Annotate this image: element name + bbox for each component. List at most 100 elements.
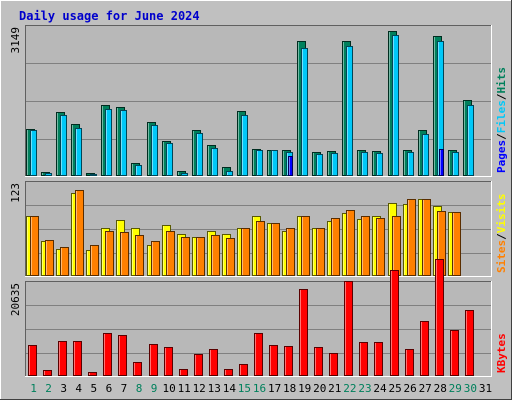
x-tick-label-day-25: 25	[388, 382, 401, 395]
bar-requests-files-day-26	[407, 152, 414, 176]
bar-kbytes-kbytes-day-10	[164, 347, 173, 376]
x-tick-label-day-2: 2	[45, 382, 52, 395]
bar-requests-files-day-27	[422, 134, 429, 176]
bar-kbytes-kbytes-day-9	[149, 344, 158, 376]
bar-visitors-sites-day-23	[361, 216, 370, 276]
bar-visitors-sites-day-12	[196, 237, 205, 276]
bar-visitors-sites-day-26	[407, 199, 416, 276]
x-tick-label-day-23: 23	[358, 382, 371, 395]
bar-requests-files-day-25	[392, 35, 399, 176]
x-tick-label-day-5: 5	[90, 382, 97, 395]
x-tick-label-day-4: 4	[75, 382, 82, 395]
bar-requests-files-day-16	[256, 150, 263, 176]
legend-entry: /	[495, 93, 508, 100]
x-tick-label-day-17: 17	[268, 382, 281, 395]
x-tick-label-day-11: 11	[178, 382, 191, 395]
bar-kbytes-kbytes-day-2	[43, 370, 52, 376]
bar-visitors-sites-day-8	[135, 235, 144, 276]
x-tick-label-day-19: 19	[298, 382, 311, 395]
bar-kbytes-kbytes-day-4	[73, 341, 82, 376]
x-tick-label-day-31: 31	[479, 382, 492, 395]
x-tick-label-day-13: 13	[208, 382, 221, 395]
bar-visitors-sites-day-6	[105, 231, 114, 276]
bar-requests-files-day-29	[452, 152, 459, 176]
bar-kbytes-kbytes-day-14	[224, 369, 233, 376]
bar-requests-files-day-20	[316, 154, 323, 176]
x-tick-label-day-7: 7	[121, 382, 128, 395]
x-tick-label-day-14: 14	[223, 382, 237, 395]
bar-requests-files-day-23	[361, 152, 368, 176]
panel-kbytes-max-label: 20635	[9, 283, 22, 316]
bar-visitors-sites-day-22	[346, 210, 355, 276]
bar-requests-files-day-9	[151, 125, 158, 176]
x-tick-label-day-21: 21	[328, 382, 341, 395]
bar-requests-files-day-21	[331, 153, 338, 176]
x-tick-label-day-9: 9	[151, 382, 158, 395]
bar-kbytes-kbytes-day-16	[254, 333, 263, 376]
x-tick-label-day-8: 8	[136, 382, 143, 395]
x-tick-label-day-18: 18	[283, 382, 296, 395]
bar-kbytes-kbytes-day-11	[179, 369, 188, 376]
bar-kbytes-kbytes-day-19	[299, 289, 308, 376]
bar-visitors-sites-day-15	[241, 228, 250, 276]
panel-requests-legend: Pages/Files/Hits	[495, 67, 508, 173]
legend-entry: Pages	[495, 140, 508, 173]
bar-requests-files-day-30	[467, 105, 474, 176]
legend-entry: Hits	[495, 67, 508, 94]
panel-visitors: 123 Sites/Visits	[9, 181, 508, 277]
chart-title: Daily usage for June 2024	[19, 9, 200, 23]
legend-entry: KBytes	[495, 333, 508, 373]
x-tick-label-day-22: 22	[343, 382, 356, 395]
legend-entry: /	[495, 233, 508, 240]
x-tick-label-day-26: 26	[403, 382, 416, 395]
bar-kbytes-kbytes-day-26	[405, 349, 414, 376]
x-tick-label-day-3: 3	[60, 382, 67, 395]
bar-requests-pages-day-28	[439, 149, 444, 176]
bar-visitors-sites-day-14	[226, 238, 235, 276]
bar-visitors-sites-day-17	[271, 223, 280, 276]
panel-requests-max-label: 3149	[9, 27, 22, 54]
bar-visitors-sites-day-1	[30, 216, 39, 276]
x-tick-label-day-12: 12	[193, 382, 206, 395]
x-tick-label-day-16: 16	[253, 382, 266, 395]
panel-visitors-max-label: 123	[9, 183, 22, 203]
bar-requests-files-day-6	[105, 109, 112, 176]
bar-kbytes-kbytes-day-12	[194, 354, 203, 376]
bar-kbytes-kbytes-day-5	[88, 372, 97, 376]
bar-kbytes-kbytes-day-17	[269, 345, 278, 376]
bar-visitors-sites-day-11	[181, 237, 190, 276]
bar-kbytes-kbytes-day-13	[209, 349, 218, 376]
bar-requests-files-day-8	[135, 165, 142, 176]
bar-visitors-sites-day-4	[75, 190, 84, 276]
bar-visitors-sites-day-5	[90, 245, 99, 276]
bar-requests-files-day-3	[60, 115, 67, 176]
x-tick-label-day-24: 24	[373, 382, 387, 395]
bar-kbytes-kbytes-day-22	[344, 281, 353, 376]
x-tick-label-day-10: 10	[162, 382, 175, 395]
bar-visitors-sites-day-21	[331, 218, 340, 276]
bar-kbytes-kbytes-day-15	[239, 364, 248, 376]
panel-kbytes: 20635 KBytes	[9, 259, 508, 377]
x-tick-label-day-15: 15	[238, 382, 251, 395]
bar-kbytes-kbytes-day-18	[284, 346, 293, 376]
bar-requests-files-day-10	[166, 143, 173, 176]
bar-visitors-sites-day-27	[422, 199, 431, 276]
x-tick-label-day-6: 6	[106, 382, 113, 395]
legend-entry: Files	[495, 100, 508, 133]
bar-kbytes-kbytes-day-20	[314, 347, 323, 376]
chart-panels: 3149Pages/Files/Hits123Sites/Visits20635…	[9, 25, 508, 377]
bar-requests-files-day-15	[241, 115, 248, 176]
bar-visitors-sites-day-9	[151, 241, 160, 276]
x-tick-label-day-29: 29	[449, 382, 462, 395]
bar-kbytes-kbytes-day-27	[420, 321, 429, 376]
x-tick-label-day-27: 27	[419, 382, 432, 395]
bar-visitors-sites-day-29	[452, 212, 461, 276]
bar-requests-files-day-14	[226, 171, 233, 176]
bar-kbytes-kbytes-day-29	[450, 330, 459, 376]
bar-kbytes-kbytes-day-6	[103, 333, 112, 376]
bar-visitors-sites-day-7	[120, 232, 129, 276]
x-tick-label-day-30: 30	[464, 382, 477, 395]
x-tick-label-day-1: 1	[30, 382, 37, 395]
